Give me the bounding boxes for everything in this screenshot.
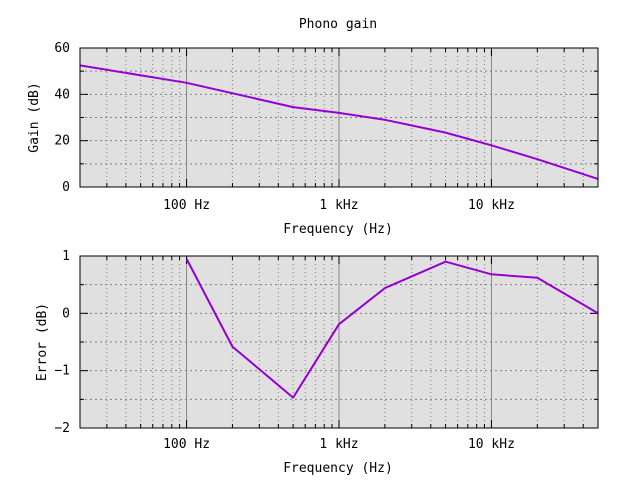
x-axis-label: Frequency (Hz)	[283, 461, 393, 476]
chart-title: Phono gain	[299, 17, 377, 32]
x-tick-label: 100 Hz	[163, 198, 210, 213]
series-line	[185, 258, 599, 399]
x-tick-label: 10 kHz	[468, 437, 515, 452]
x-tick-label: 1 kHz	[319, 198, 358, 213]
x-tick-label: 10 kHz	[468, 198, 515, 213]
error-panel: 100 Hz 1 kHz 10 kHz −2 −1 0 1 Frequency (Hz) Err…	[35, 249, 599, 476]
series-line	[79, 64, 599, 180]
plot-frame	[79, 255, 599, 429]
y-tick-label: 60	[54, 41, 70, 56]
x-axis-label: Frequency (Hz)	[283, 222, 393, 237]
plot-frame	[79, 47, 599, 188]
y-tick-label: 0	[62, 180, 70, 195]
x-tick-label: 1 kHz	[319, 437, 358, 452]
y-tick-label: 1	[62, 249, 70, 264]
y-tick-label: 0	[62, 306, 70, 321]
y-tick-label: −1	[54, 364, 70, 379]
x-tick-label: 100 Hz	[163, 437, 210, 452]
y-tick-label: 40	[54, 87, 70, 102]
y-axis-label: Gain (dB)	[27, 82, 42, 152]
y-axis-label: Error (dB)	[35, 303, 50, 381]
y-tick-label: −2	[54, 421, 70, 436]
gain-panel: 100 Hz 1 kHz 10 kHz 0 20 40 60 Frequency (Hz) Ga…	[27, 41, 599, 237]
y-tick-label: 20	[54, 134, 70, 149]
